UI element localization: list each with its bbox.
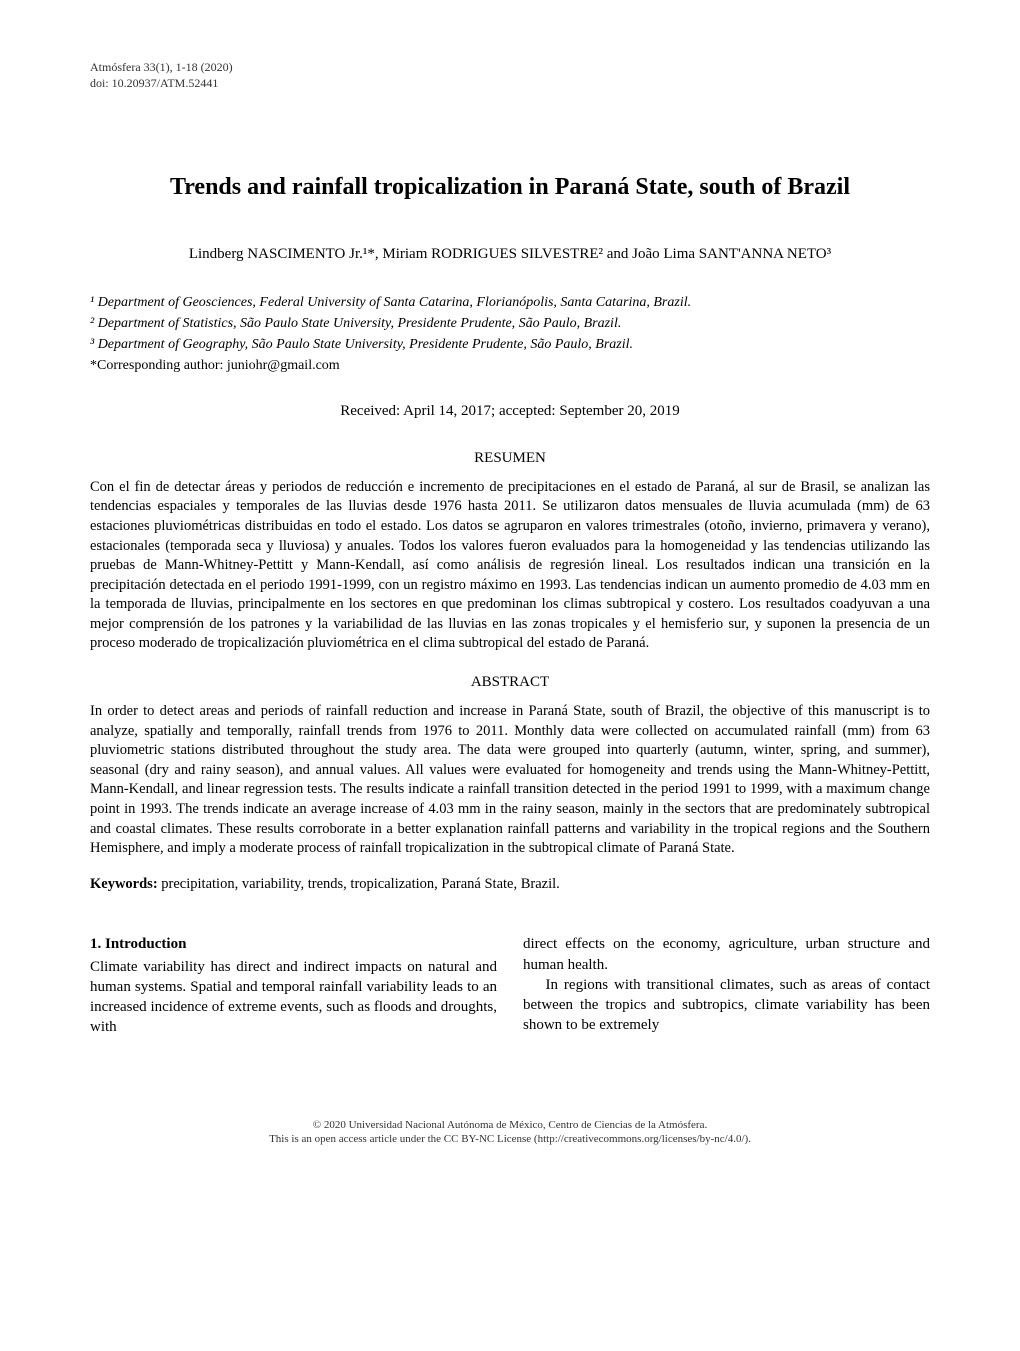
authors-line: Lindberg NASCIMENTO Jr.¹*, Miriam RODRIG… xyxy=(90,244,930,264)
left-column: 1. Introduction Climate variability has … xyxy=(90,934,497,1037)
two-column-body: 1. Introduction Climate variability has … xyxy=(90,934,930,1037)
abstract-heading: ABSTRACT xyxy=(90,672,930,692)
keywords-line: Keywords: precipitation, variability, tr… xyxy=(90,875,930,895)
resumen-heading: RESUMEN xyxy=(90,448,930,468)
keywords-label: Keywords: xyxy=(90,876,158,892)
doi-line: doi: 10.20937/ATM.52441 xyxy=(90,76,930,92)
page-footer: © 2020 Universidad Nacional Autónoma de … xyxy=(90,1118,930,1147)
affiliations-block: ¹ Department of Geosciences, Federal Uni… xyxy=(90,294,930,376)
journal-line: Atmósfera 33(1), 1-18 (2020) xyxy=(90,60,930,76)
intro-left-p1: Climate variability has direct and indir… xyxy=(90,957,497,1038)
dates-line: Received: April 14, 2017; accepted: Sept… xyxy=(90,401,930,421)
affiliation-3: ³ Department of Geography, São Paulo Sta… xyxy=(90,336,930,355)
footer-copyright: © 2020 Universidad Nacional Autónoma de … xyxy=(90,1118,930,1132)
keywords-text: precipitation, variability, trends, trop… xyxy=(158,876,560,892)
running-header: Atmósfera 33(1), 1-18 (2020) doi: 10.209… xyxy=(90,60,930,91)
intro-right-p1: direct effects on the economy, agricultu… xyxy=(523,934,930,975)
resumen-body: Con el fin de detectar áreas y periodos … xyxy=(90,478,930,654)
corresponding-author: *Corresponding author: juniohr@gmail.com xyxy=(90,357,930,376)
article-title: Trends and rainfall tropicalization in P… xyxy=(90,171,930,203)
abstract-body: In order to detect areas and periods of … xyxy=(90,702,930,859)
introduction-heading: 1. Introduction xyxy=(90,934,497,954)
intro-right-p2: In regions with transitional climates, s… xyxy=(523,975,930,1036)
right-column: direct effects on the economy, agricultu… xyxy=(523,934,930,1037)
footer-license: This is an open access article under the… xyxy=(90,1132,930,1146)
affiliation-1: ¹ Department of Geosciences, Federal Uni… xyxy=(90,294,930,313)
affiliation-2: ² Department of Statistics, São Paulo St… xyxy=(90,315,930,334)
